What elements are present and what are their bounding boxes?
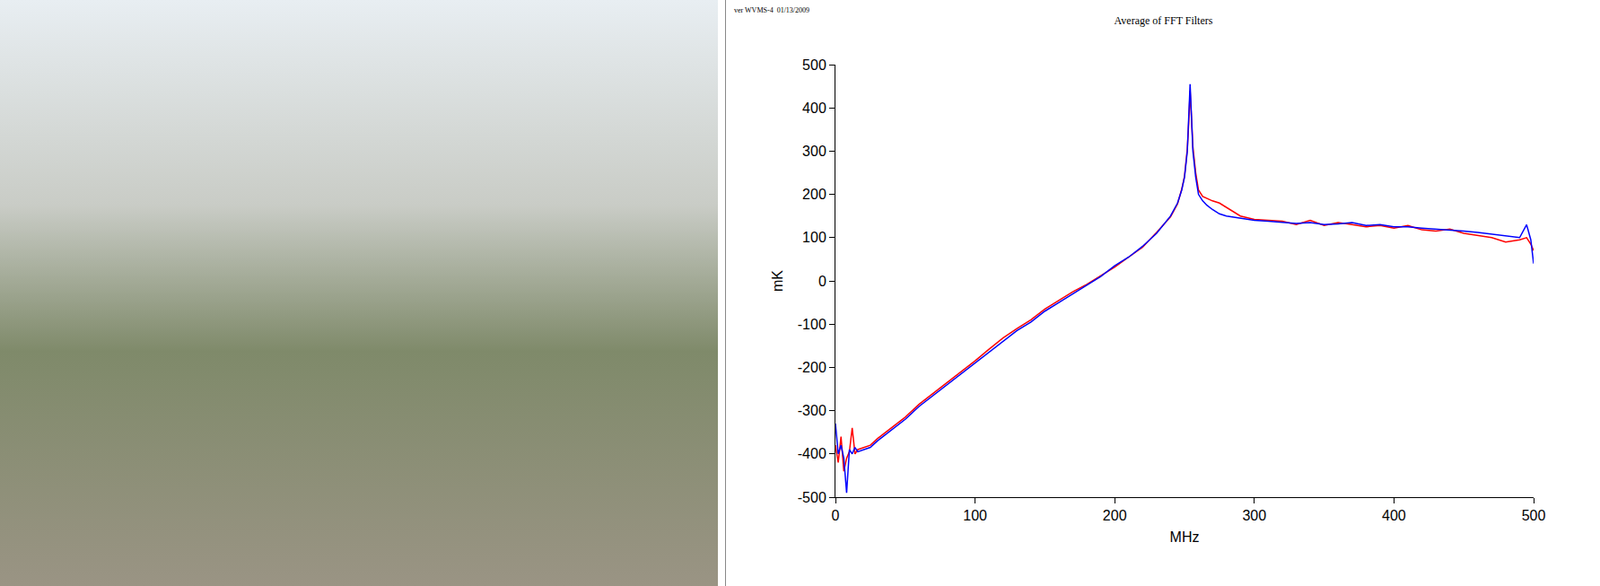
svg-text:200: 200	[802, 186, 827, 202]
svg-text:500: 500	[802, 57, 827, 73]
svg-text:ver WVMS-4 01/13/2009: ver WVMS-4 01/13/2009	[734, 6, 810, 15]
svg-text:500: 500	[1521, 507, 1547, 524]
svg-text:MHz: MHz	[1170, 529, 1200, 545]
svg-text:Average of FFT Filters: Average of FFT Filters	[1114, 14, 1214, 27]
svg-text:200: 200	[1102, 507, 1128, 524]
svg-text:-500: -500	[797, 489, 827, 506]
svg-text:300: 300	[802, 143, 827, 159]
svg-text:-100: -100	[797, 316, 827, 333]
svg-text:300: 300	[1241, 507, 1267, 524]
svg-text:-300: -300	[797, 402, 827, 419]
svg-text:-200: -200	[797, 359, 827, 376]
svg-text:400: 400	[802, 100, 827, 116]
svg-text:-400: -400	[797, 445, 827, 462]
svg-text:100: 100	[802, 229, 827, 245]
svg-text:100: 100	[962, 507, 988, 524]
svg-text:0: 0	[831, 507, 840, 524]
svg-text:0: 0	[818, 273, 827, 289]
svg-text:400: 400	[1381, 507, 1407, 524]
svg-text:mK: mK	[769, 270, 786, 292]
